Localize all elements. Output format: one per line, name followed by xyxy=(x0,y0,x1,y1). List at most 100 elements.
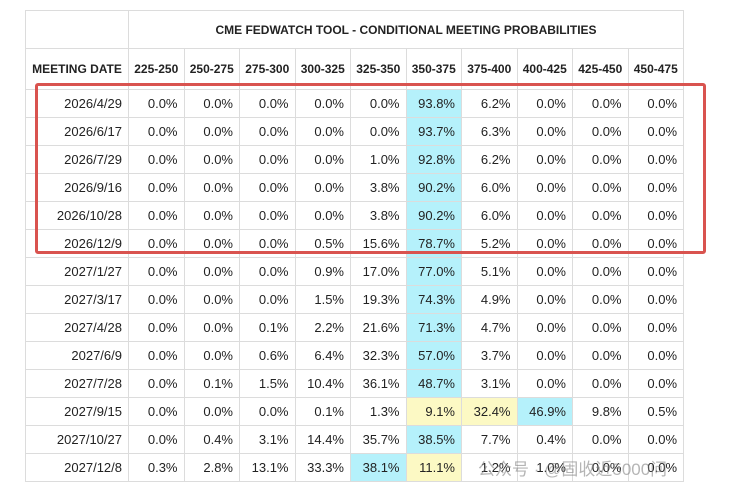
probability-cell: 90.2% xyxy=(405,173,462,202)
probability-cell: 57.0% xyxy=(405,341,462,370)
probability-cell: 0.0% xyxy=(128,285,185,314)
probability-cell: 0.1% xyxy=(183,369,240,398)
probability-cell: 1.5% xyxy=(239,369,296,398)
watermark: 公众号 · @固收近5000问 xyxy=(478,460,668,479)
table-row: 2026/9/16 0.0% 0.0% 0.0% 0.0% 3.8% 90.2% 6.0% 0.… xyxy=(25,173,685,202)
probability-cell: 9.8% xyxy=(572,397,629,426)
probability-cell: 0.0% xyxy=(183,89,240,118)
probability-cell: 0.0% xyxy=(350,117,407,146)
probability-cell: 0.6% xyxy=(239,341,296,370)
probability-cell: 4.9% xyxy=(461,285,518,314)
table-row: 2027/9/15 0.0% 0.0% 0.0% 0.1% 1.3% 9.1% 32.4% 46… xyxy=(25,397,685,426)
probability-cell: 17.0% xyxy=(350,257,407,286)
probability-cell: 0.0% xyxy=(627,369,685,398)
table-row: 2026/6/17 0.0% 0.0% 0.0% 0.0% 0.0% 93.7% 6.3% 0.… xyxy=(25,117,685,146)
probability-cell: 0.0% xyxy=(294,89,351,118)
probability-cell: 0.0% xyxy=(572,313,629,342)
probability-cell: 0.0% xyxy=(183,285,240,314)
probability-cell: 0.0% xyxy=(128,145,185,174)
probability-cell: 0.9% xyxy=(294,257,351,286)
probability-cell: 3.7% xyxy=(461,341,518,370)
probability-cell: 77.0% xyxy=(405,257,462,286)
probability-cell: 2.2% xyxy=(294,313,351,342)
meeting-date: 2027/6/9 xyxy=(25,341,129,370)
probability-cell: 7.7% xyxy=(461,425,518,454)
probability-cell: 32.3% xyxy=(350,341,407,370)
probability-cell: 0.0% xyxy=(627,341,685,370)
probability-cell: 0.0% xyxy=(572,369,629,398)
probability-cell: 6.0% xyxy=(461,201,518,230)
probability-cell: 0.0% xyxy=(516,257,573,286)
probability-cell: 33.3% xyxy=(294,453,351,482)
probability-cell: 0.0% xyxy=(627,89,685,118)
probability-cell: 9.1% xyxy=(405,397,462,426)
probability-cell: 46.9% xyxy=(516,397,573,426)
probability-cell: 0.0% xyxy=(516,145,573,174)
meeting-date: 2027/7/28 xyxy=(25,369,129,398)
meeting-date: 2027/12/8 xyxy=(25,453,129,482)
table-row: 2026/10/28 0.0% 0.0% 0.0% 0.0% 3.8% 90.2% 6.0% 0… xyxy=(25,201,685,230)
table-title: CME FEDWATCH TOOL - CONDITIONAL MEETING … xyxy=(127,10,685,49)
probability-cell: 0.0% xyxy=(572,257,629,286)
probability-cell: 0.0% xyxy=(128,397,185,426)
meeting-date: 2026/7/29 xyxy=(25,145,129,174)
probability-cell: 0.0% xyxy=(294,173,351,202)
probability-cell: 6.3% xyxy=(461,117,518,146)
meeting-date: 2027/4/28 xyxy=(25,313,129,342)
probability-cell: 93.7% xyxy=(405,117,462,146)
probability-cell: 4.7% xyxy=(461,313,518,342)
probability-cell: 0.0% xyxy=(516,341,573,370)
probability-cell: 0.0% xyxy=(239,117,296,146)
probability-cell: 0.0% xyxy=(627,257,685,286)
probability-cell: 0.4% xyxy=(516,425,573,454)
probability-cell: 3.8% xyxy=(350,173,407,202)
probability-cell: 3.1% xyxy=(461,369,518,398)
probability-cell: 10.4% xyxy=(294,369,351,398)
probability-cell: 48.7% xyxy=(405,369,462,398)
probability-cell: 6.4% xyxy=(294,341,351,370)
probability-cell: 0.0% xyxy=(183,397,240,426)
probability-cell: 36.1% xyxy=(350,369,407,398)
probability-cell: 0.0% xyxy=(572,285,629,314)
probability-cell: 93.8% xyxy=(405,89,462,118)
probability-cell: 6.0% xyxy=(461,173,518,202)
probability-cell: 38.1% xyxy=(350,453,407,482)
probability-cell: 0.0% xyxy=(516,313,573,342)
probability-cell: 38.5% xyxy=(405,425,462,454)
probability-cell: 0.0% xyxy=(128,201,185,230)
probability-cell: 0.0% xyxy=(627,285,685,314)
probability-cell: 0.0% xyxy=(627,453,685,482)
probability-cell: 0.0% xyxy=(516,89,573,118)
probability-cell: 3.1% xyxy=(239,425,296,454)
probability-cell: 0.0% xyxy=(627,201,685,230)
probability-cell: 0.5% xyxy=(627,397,685,426)
probability-cell: 0.0% xyxy=(239,285,296,314)
probability-cell: 32.4% xyxy=(461,397,518,426)
table-row: 2026/4/29 0.0% 0.0% 0.0% 0.0% 0.0% 93.8% 6.2% 0.… xyxy=(25,89,685,118)
meeting-date: 2027/1/27 xyxy=(25,257,129,286)
probability-cell: 0.0% xyxy=(183,313,240,342)
table-row: 2027/6/9 0.0% 0.0% 0.6% 6.4% 32.3% 57.0% 3.7% 0.… xyxy=(25,341,685,370)
probability-cell: 0.4% xyxy=(183,425,240,454)
probability-cell: 0.0% xyxy=(239,257,296,286)
probability-cell: 0.0% xyxy=(128,369,185,398)
probability-cell: 0.0% xyxy=(128,313,185,342)
probability-cell: 1.0% xyxy=(350,145,407,174)
meeting-date: 2027/3/17 xyxy=(25,285,129,314)
probability-cell: 0.0% xyxy=(128,257,185,286)
probability-cell: 0.0% xyxy=(183,341,240,370)
probability-cell: 0.0% xyxy=(572,173,629,202)
probability-cell: 0.0% xyxy=(239,201,296,230)
probability-cell: 0.0% xyxy=(183,257,240,286)
table-row: 2027/10/27 0.0% 0.4% 3.1% 14.4% 35.7% 38.5% 7.7… xyxy=(25,425,685,454)
probability-cell: 19.3% xyxy=(350,285,407,314)
empty-cell xyxy=(25,10,129,49)
table-row: 2027/3/17 0.0% 0.0% 0.0% 1.5% 19.3% 74.3% 4.9% 0… xyxy=(25,285,685,314)
probability-cell: 0.3% xyxy=(128,453,185,482)
probability-cell: 0.0% xyxy=(627,145,685,174)
probability-cell: 0.0% xyxy=(239,397,296,426)
probability-cell: 1.3% xyxy=(350,397,407,426)
probability-cell: 0.0% xyxy=(516,285,573,314)
probability-cell: 0.0% xyxy=(627,117,685,146)
meeting-date: 2026/10/28 xyxy=(25,201,129,230)
